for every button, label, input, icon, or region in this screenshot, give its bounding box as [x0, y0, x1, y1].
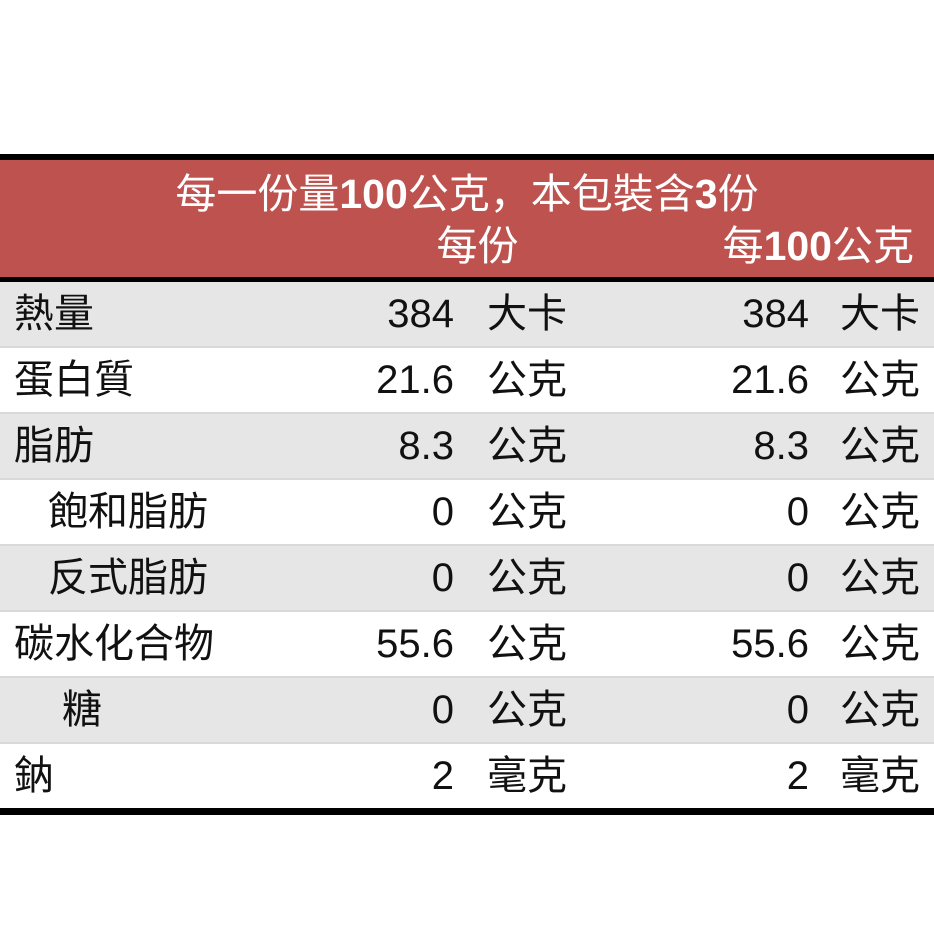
unit-per-100g: 毫克 [840, 753, 920, 798]
table-header: 每一份量100公克，本包裝含3份 每份 每100公克 [0, 157, 934, 282]
value-per-100g: 0 [655, 677, 810, 743]
value-per-serving: 0 [300, 677, 455, 743]
value-per-serving: 0 [300, 545, 455, 611]
value-per-serving: 2 [431, 754, 454, 798]
table-row-sodium: 鈉 2 毫克 2 毫克 [0, 743, 934, 812]
value-per-100g: 8.3 [655, 413, 810, 479]
unit-per-100g: 公克 [840, 489, 920, 534]
unit-per-serving: 公克 [455, 413, 655, 479]
nutrient-name: 鈉 [14, 753, 54, 798]
unit-per-100g: 公克 [810, 545, 934, 611]
table-row-carbohydrate: 碳水化合物 55.6 公克 55.6 公克 [0, 611, 934, 677]
value-per-serving: 21.6 [376, 358, 454, 402]
per-serving-column-header: 每份 [300, 221, 655, 282]
unit-per-serving: 公克 [487, 621, 567, 666]
table-row-trans-fat: 反式脂肪 0 公克 0 公克 [0, 545, 934, 611]
table-row-fat: 脂肪 8.3 公克 8.3 公克 [0, 413, 934, 479]
value-per-serving: 8.3 [300, 413, 455, 479]
value-per-100g: 384 [655, 279, 810, 347]
unit-per-100g: 公克 [810, 677, 934, 743]
value-per-serving: 55.6 [376, 622, 454, 666]
nutrient-name: 反式脂肪 [0, 545, 300, 611]
unit-per-serving: 公克 [487, 489, 567, 534]
value-per-serving: 0 [431, 490, 454, 534]
column-header-row: 每份 每100公克 [0, 221, 934, 282]
unit-per-serving: 公克 [455, 545, 655, 611]
serving-info-row: 每一份量100公克，本包裝含3份 [0, 157, 934, 221]
table-row-saturated-fat: 飽和脂肪 0 公克 0 公克 [0, 479, 934, 545]
unit-per-serving: 大卡 [455, 279, 655, 347]
nutrition-facts-table: 每一份量100公克，本包裝含3份 每份 每100公克 熱量 384 大卡 384… [0, 154, 934, 815]
unit-per-serving: 毫克 [487, 753, 567, 798]
unit-per-serving: 公克 [487, 357, 567, 402]
value-per-100g: 21.6 [731, 358, 809, 402]
serving-info-text: 每一份量100公克，本包裝含3份 [175, 170, 759, 217]
table-row-calories: 熱量 384 大卡 384 大卡 [0, 279, 934, 347]
value-per-100g: 55.6 [731, 622, 809, 666]
nutrient-name: 飽和脂肪 [48, 489, 208, 534]
nutrient-name: 糖 [0, 677, 300, 743]
unit-per-100g: 大卡 [810, 279, 934, 347]
nutrient-name: 碳水化合物 [14, 621, 214, 666]
unit-per-serving: 公克 [455, 677, 655, 743]
nutrient-name: 熱量 [0, 279, 300, 347]
table-row-protein: 蛋白質 21.6 公克 21.6 公克 [0, 347, 934, 413]
table-body: 熱量 384 大卡 384 大卡 蛋白質 21.6 公克 21.6 公克 脂肪 … [0, 279, 934, 812]
value-per-serving: 384 [300, 279, 455, 347]
value-per-100g: 2 [786, 754, 809, 798]
value-per-100g: 0 [655, 545, 810, 611]
unit-per-100g: 公克 [840, 621, 920, 666]
unit-per-100g: 公克 [840, 357, 920, 402]
per-100g-column-header: 每100公克 [655, 221, 934, 282]
nutrient-name: 蛋白質 [14, 357, 134, 402]
empty-header-cell [0, 221, 300, 282]
value-per-100g: 0 [786, 490, 809, 534]
unit-per-100g: 公克 [810, 413, 934, 479]
nutrient-name: 脂肪 [0, 413, 300, 479]
table-row-sugar: 糖 0 公克 0 公克 [0, 677, 934, 743]
